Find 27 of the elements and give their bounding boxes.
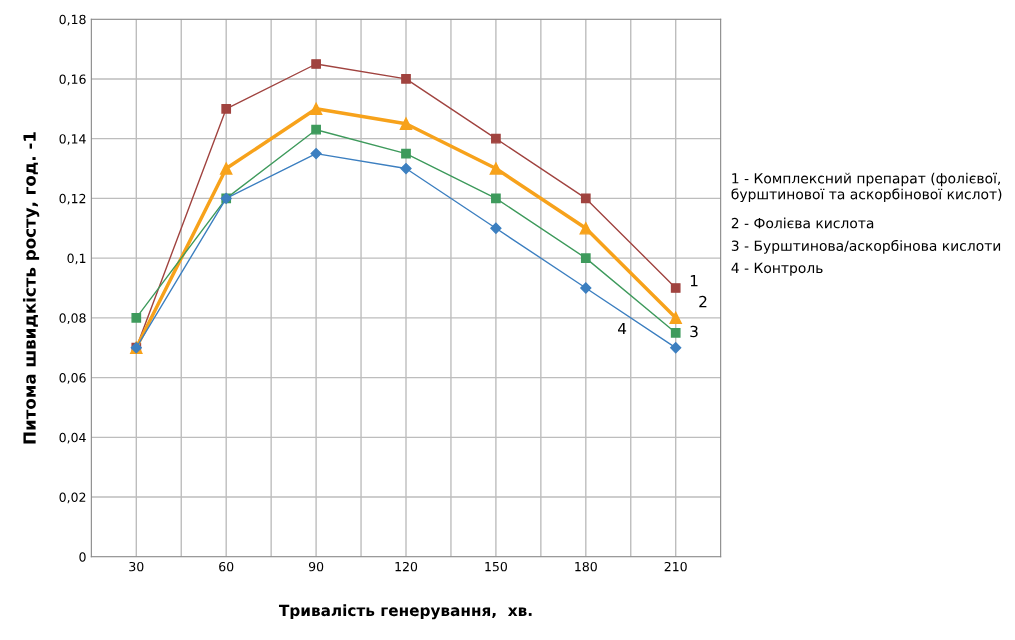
x-tick-label: 180 [575,561,597,572]
x-tick-label: 210 [664,561,687,572]
y-tick-label: 0,16 [59,74,86,86]
x-axis-title: Тривалість генерування, хв. [278,604,532,620]
y-axis-title: Питома швидкість росту, год. -1 [22,132,40,444]
series-label: 3 [690,325,698,338]
y-tick-label: 0,06 [59,373,86,384]
y-tick-label: 0,08 [59,313,86,325]
y-tick-label: 0,14 [59,134,86,145]
text: 1 - Комплексний препарат (фолієвої, бурштинової та аскорбінової кислот) [731,172,1002,203]
x-tick-label: 60 [219,561,234,572]
y-tick-label: 0,12 [59,193,86,205]
x-tick-label: 30 [129,561,144,572]
y-tick-label: 0 [79,552,86,562]
y-tick-label: 0,18 [59,14,86,26]
x-tick-label: 90 [308,561,324,572]
series-label: 4 [618,322,627,335]
y-tick-label: 0,02 [59,492,86,504]
y-tick-label: 0,04 [59,432,86,444]
series-label: 2 [699,295,707,308]
x-tick-label: 120 [395,561,418,572]
x-tick-label: 150 [485,561,507,572]
text: 2 - Фолієва кислота [731,217,874,229]
series-label: 1 [690,275,698,287]
text: 4 - Контроль [731,262,823,276]
y-tick-label: 0,1 [67,253,86,265]
text: 3 - Бурштинова/аскорбінова кислоти [731,240,1001,254]
